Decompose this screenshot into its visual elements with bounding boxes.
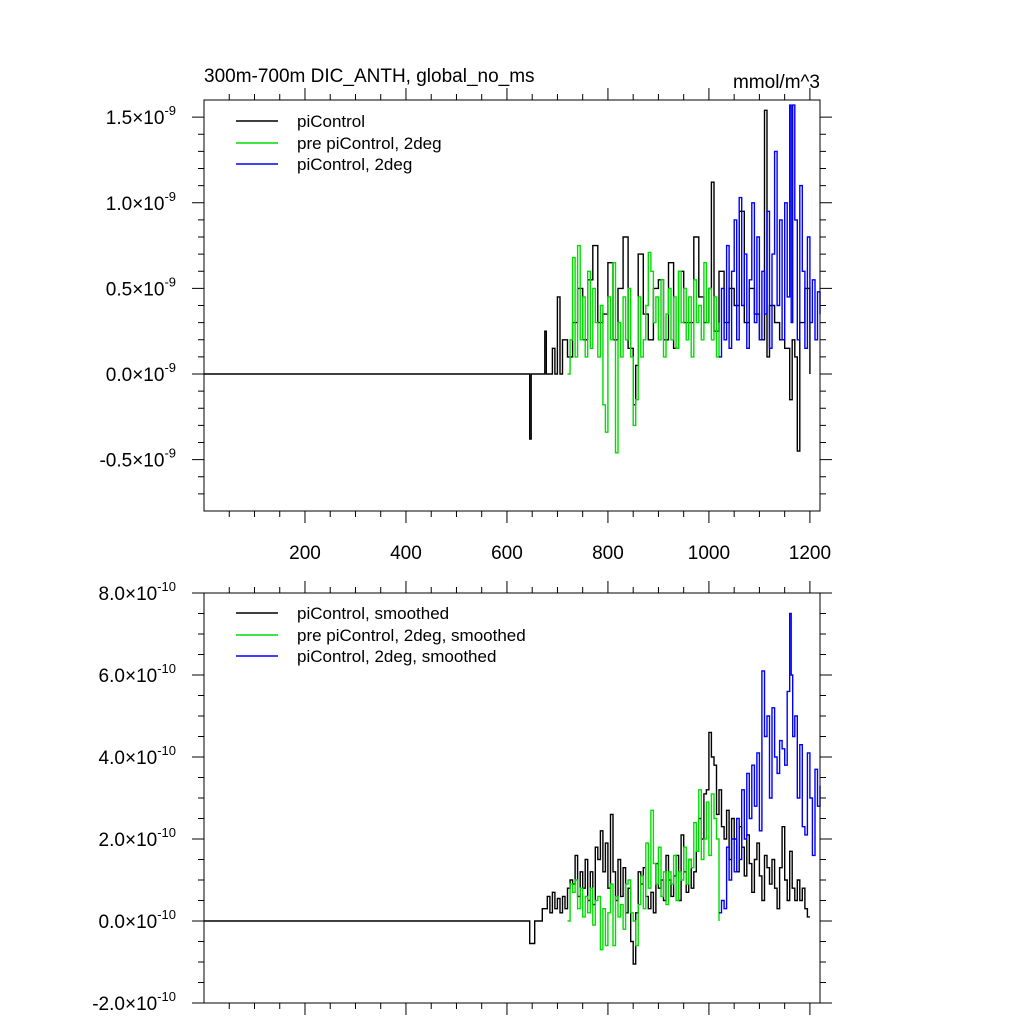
bottom-series-line-picontrol-2deg-smoothed [719, 612, 821, 914]
top-legend-label-picontrol-2deg: piControl, 2deg [297, 155, 412, 174]
top-x-tick-label: 600 [491, 543, 523, 564]
top-y-tick-label: -0.5×10-9 [99, 446, 176, 472]
top-panel: 300m-700m DIC_ANTH, global_no_ms mmol/m^… [99, 66, 832, 564]
bottom-series-group [204, 612, 821, 965]
bottom-axes [192, 581, 832, 1015]
bottom-y-tick-label: 8.0×10-10 [99, 579, 176, 605]
bottom-y-tick-label: -2.0×10-10 [92, 989, 176, 1015]
top-y-tick-label: 0.5×10-9 [106, 274, 176, 300]
bottom-series-line-pre-picontrol-2deg-smoothed [567, 789, 720, 951]
top-y-tick-labels: 1.5×10-9 1.0×10-9 0.5×10-9 0.0×10-9 -0.5… [99, 103, 176, 472]
top-series-line-picontrol-2deg [719, 104, 821, 358]
top-series-group [204, 104, 821, 454]
bottom-plot-frame [203, 592, 821, 1004]
top-y-tick-label: 1.5×10-9 [106, 103, 176, 129]
top-chart-units: mmol/m^3 [733, 72, 820, 93]
top-x-tick-label: 1000 [688, 543, 730, 564]
top-axes [192, 88, 832, 523]
top-legend-label-pre-picontrol-2deg: pre piControl, 2deg [297, 134, 442, 153]
top-x-tick-labels: 200 400 600 800 1000 1200 [289, 543, 831, 564]
bottom-panel: piControl, smoothed pre piControl, 2deg,… [92, 579, 832, 1015]
bottom-legend: piControl, smoothed pre piControl, 2deg,… [236, 604, 526, 666]
bottom-y-tick-labels: 8.0×10-10 6.0×10-10 4.0×10-10 2.0×10-10 … [92, 579, 176, 1015]
top-x-tick-label: 200 [289, 543, 321, 564]
bottom-y-tick-label: 0.0×10-10 [99, 907, 176, 933]
bottom-y-tick-label: 2.0×10-10 [99, 825, 176, 851]
top-y-tick-label: 1.0×10-9 [106, 189, 176, 215]
top-y-tick-label: 0.0×10-9 [106, 360, 176, 386]
top-x-tick-label: 800 [592, 543, 624, 564]
top-legend: piControl pre piControl, 2deg piControl,… [236, 112, 442, 174]
bottom-legend-label-picontrol-2deg-smoothed: piControl, 2deg, smoothed [297, 647, 496, 666]
top-series-line-pre-picontrol-2deg [567, 244, 720, 454]
top-x-tick-label: 1200 [789, 543, 831, 564]
bottom-legend-label-pre-picontrol-2deg-smoothed: pre piControl, 2deg, smoothed [297, 626, 526, 645]
top-chart-title: 300m-700m DIC_ANTH, global_no_ms [204, 66, 535, 87]
bottom-y-tick-label: 4.0×10-10 [99, 743, 176, 769]
bottom-legend-label-picontrol-smoothed: piControl, smoothed [297, 604, 449, 623]
bottom-y-tick-label: 6.0×10-10 [99, 661, 176, 687]
top-series-line-picontrol [204, 109, 811, 452]
top-legend-label-picontrol: piControl [297, 112, 365, 131]
top-x-tick-label: 400 [390, 543, 422, 564]
top-plot-frame [203, 99, 821, 512]
